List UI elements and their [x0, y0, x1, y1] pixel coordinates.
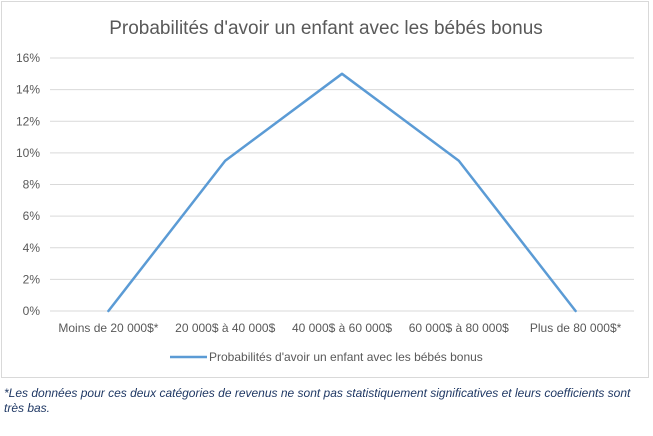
x-tick-label: 20 000$ à 40 000$ — [175, 321, 275, 335]
y-tick-label: 8% — [23, 178, 41, 192]
x-tick-label: Plus de 80 000$* — [530, 321, 622, 335]
y-tick-label: 0% — [23, 304, 41, 318]
x-tick-label: Moins de 20 000$* — [58, 321, 158, 335]
chart-title: Probabilités d'avoir un enfant avec les … — [109, 18, 543, 39]
y-tick-label: 10% — [16, 146, 40, 160]
line-chart: 0% 2% 4% 6% 8% 10% 12% 14% 16% Moins de 20 000$* 2… — [16, 51, 634, 364]
y-tick-label: 14% — [16, 83, 40, 97]
y-tick-label: 12% — [16, 114, 40, 128]
y-tick-label: 4% — [23, 241, 41, 255]
y-tick-label: 2% — [23, 272, 41, 286]
legend-label: Probabilités d'avoir un enfant avec les … — [209, 350, 483, 364]
footnote: *Les données pour ces deux catégories de… — [4, 386, 631, 415]
y-tick-label: 16% — [16, 51, 40, 65]
x-tick-label: 40 000$ à 60 000$ — [292, 321, 392, 335]
series-line — [107, 72, 577, 313]
x-tick-label: 60 000$ à 80 000$ — [409, 321, 509, 335]
y-tick-label: 6% — [23, 209, 41, 223]
chart-area: Probabilités d'avoir un enfant avec les … — [1, 1, 649, 378]
